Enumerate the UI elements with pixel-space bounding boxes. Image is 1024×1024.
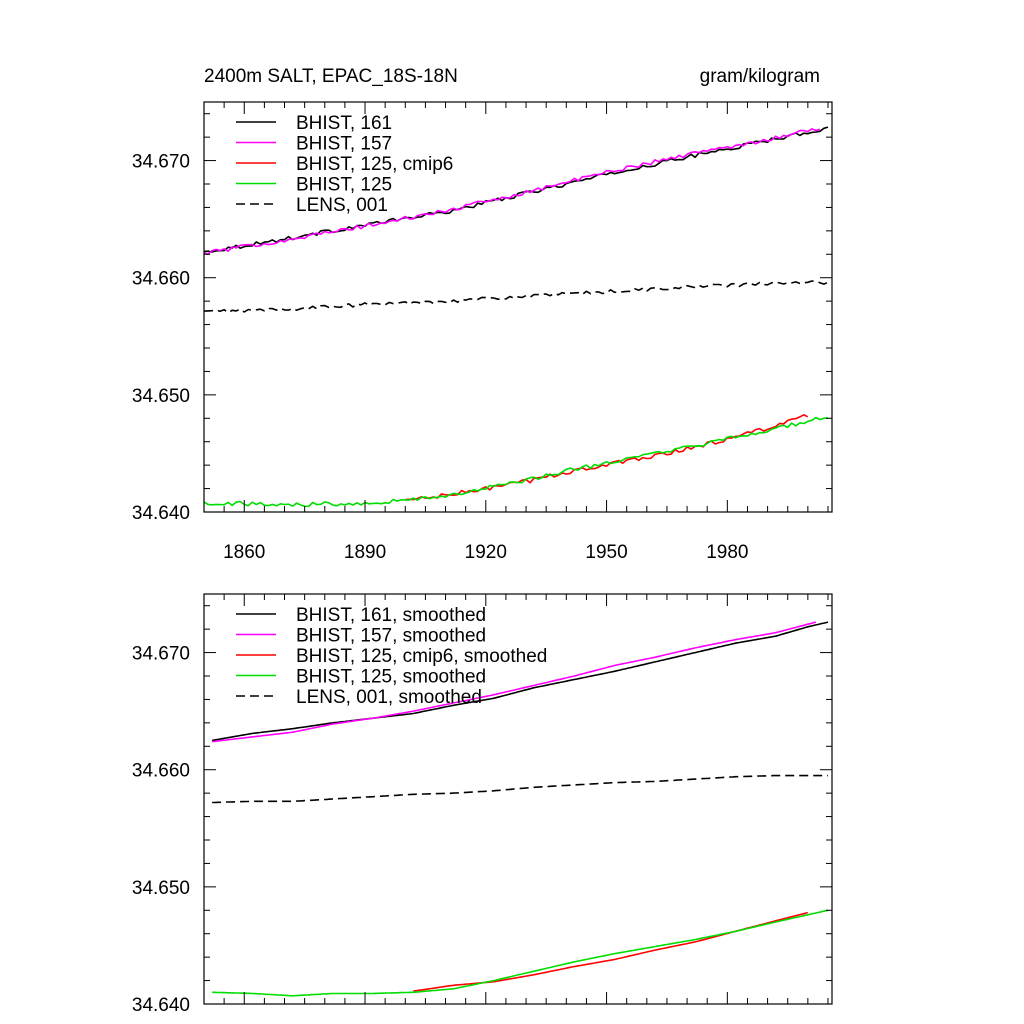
series-line-5 <box>203 280 829 314</box>
y-tick-label: 34.640 <box>132 503 190 524</box>
legend-label: BHIST, 125, cmip6, smoothed <box>296 646 547 667</box>
series-line-4 <box>212 909 829 997</box>
x-tick-label: 1980 <box>706 542 748 563</box>
legend-label: BHIST, 157, smoothed <box>296 626 486 647</box>
series-line-5 <box>212 774 828 804</box>
y-tick-label: 34.670 <box>132 152 190 173</box>
y-tick-label: 34.660 <box>132 761 190 782</box>
x-tick-label: 1890 <box>344 542 386 563</box>
y-tick-label: 34.650 <box>132 386 190 407</box>
series-line-3 <box>413 911 808 992</box>
plot-frame <box>203 101 833 513</box>
bottom-plot-area: 34.640 34.650 34.660 34.670 BHIST, 161, smoo… <box>132 593 833 1016</box>
legend-label: LENS, 001 <box>296 195 388 216</box>
legend-label: BHIST, 161, smoothed <box>296 605 486 626</box>
top-panel: 2400m SALT, EPAC_18S-18N gram/kilogram 1… <box>132 66 833 563</box>
series-line-2 <box>212 621 817 743</box>
series-line-2 <box>203 128 821 255</box>
y-tick-label: 34.650 <box>132 878 190 899</box>
panel-title: 2400m SALT, EPAC_18S-18N <box>204 66 458 87</box>
legend-label: BHIST, 157 <box>296 134 392 155</box>
legend-label: BHIST, 125 <box>296 175 392 196</box>
plot-frame <box>203 593 833 1005</box>
series-line-3 <box>405 413 809 501</box>
legend-label: BHIST, 161 <box>296 113 392 134</box>
panel-units: gram/kilogram <box>700 66 820 87</box>
x-tick-label: 1860 <box>223 542 265 563</box>
y-tick-label: 34.640 <box>132 995 190 1016</box>
top-plot-area: 1860 1890 1920 1950 1980 34.640 34.650 34.660 34… <box>132 101 833 563</box>
series-line-1 <box>211 621 829 742</box>
y-tick-label: 34.660 <box>132 269 190 290</box>
series-line-4 <box>203 416 829 508</box>
legend-label: BHIST, 125, smoothed <box>296 667 486 688</box>
bottom-panel: 34.640 34.650 34.660 34.670 BHIST, 161, smoo… <box>132 593 833 1016</box>
legend-label: BHIST, 125, cmip6 <box>296 154 453 175</box>
y-tick-label: 34.670 <box>132 644 190 665</box>
x-tick-label: 1920 <box>465 542 507 563</box>
legend-label: LENS, 001, smoothed <box>296 687 482 708</box>
x-tick-label: 1950 <box>585 542 627 563</box>
